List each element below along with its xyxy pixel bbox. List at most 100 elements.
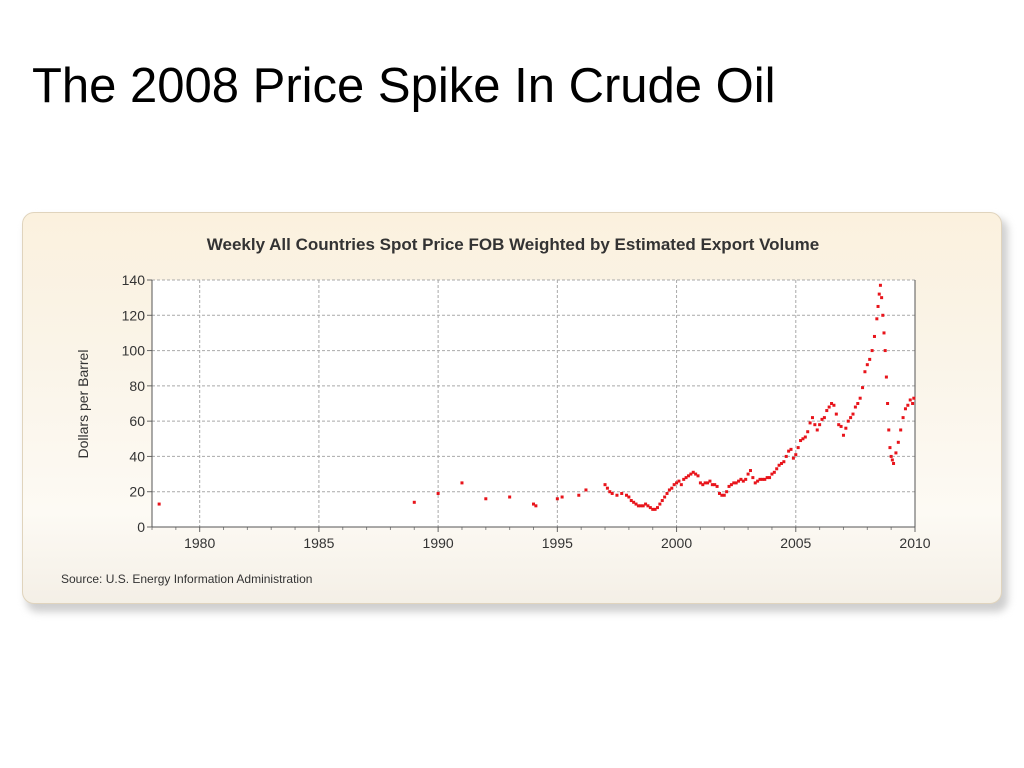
price-point [634, 502, 638, 506]
price-point [627, 495, 631, 499]
price-point [789, 447, 793, 451]
price-point [534, 504, 538, 508]
price-point [660, 499, 664, 503]
price-point [911, 402, 915, 405]
price-point [684, 476, 688, 480]
price-point [646, 504, 650, 508]
price-point [901, 416, 905, 420]
price-point [436, 491, 440, 495]
price-point [653, 507, 657, 511]
price-point [722, 493, 726, 497]
price-point [555, 497, 559, 501]
price-point [784, 454, 788, 458]
price-point [888, 446, 892, 450]
price-point [710, 483, 714, 487]
price-point [751, 476, 755, 480]
price-point [632, 500, 636, 504]
price-point [779, 461, 783, 465]
price-point [844, 426, 848, 430]
price-point [734, 481, 738, 485]
price-point [853, 405, 857, 409]
price-point [875, 317, 879, 321]
price-point [484, 497, 488, 501]
price-point [899, 428, 903, 432]
price-point [887, 428, 891, 432]
price-point [739, 477, 743, 481]
price-point [763, 477, 767, 481]
price-point [880, 296, 884, 300]
grid-lines [152, 279, 915, 527]
price-point [827, 405, 831, 409]
price-point [851, 412, 855, 416]
price-point [815, 428, 819, 432]
x-tick-label: 1995 [542, 535, 573, 551]
price-point [782, 460, 786, 464]
price-point [863, 370, 867, 374]
price-point [837, 423, 841, 427]
price-point [813, 423, 817, 427]
price-point [808, 421, 812, 425]
price-point [876, 304, 880, 308]
price-point [777, 463, 781, 467]
price-point [803, 435, 807, 439]
price-point [658, 502, 662, 506]
price-point [894, 451, 898, 455]
price-point [770, 472, 774, 476]
price-point [830, 402, 834, 405]
price-point [610, 491, 614, 495]
slide-title: The 2008 Price Spike In Crude Oil [32, 59, 776, 113]
price-point [870, 349, 874, 353]
price-point [753, 481, 757, 485]
price-point [639, 504, 643, 508]
price-point [701, 483, 705, 487]
price-point [577, 493, 581, 497]
price-point [667, 488, 671, 492]
price-point [765, 476, 769, 480]
price-point [892, 461, 896, 465]
price-point [532, 502, 535, 506]
price-point [608, 490, 612, 494]
plot-area [152, 280, 915, 527]
price-point [791, 456, 795, 460]
price-point [908, 398, 912, 402]
price-point [878, 283, 882, 287]
price-point [629, 499, 633, 503]
price-point [772, 470, 776, 474]
price-point [672, 483, 676, 487]
price-point [775, 467, 779, 471]
price-point [605, 486, 609, 490]
price-point [708, 479, 712, 483]
price-point [706, 481, 710, 485]
price-point [691, 470, 695, 474]
price-point [881, 313, 885, 317]
price-point [861, 386, 865, 390]
price-point [758, 477, 762, 481]
price-point [703, 481, 707, 485]
price-point [886, 402, 890, 405]
y-tick-label: 0 [137, 519, 145, 535]
x-tick-label: 1990 [423, 535, 454, 551]
price-point [906, 403, 910, 407]
price-point [698, 481, 702, 485]
price-point [727, 484, 731, 488]
price-point [794, 453, 798, 457]
price-point [856, 402, 860, 405]
price-point [796, 446, 800, 450]
y-tick-label: 80 [129, 378, 145, 394]
price-point [729, 483, 733, 487]
y-tick-label: 60 [129, 413, 145, 429]
price-point [651, 507, 655, 511]
price-point [584, 488, 588, 492]
price-point [877, 292, 881, 296]
y-axis-label: Dollars per Barrel [75, 350, 91, 459]
price-point [686, 474, 690, 478]
price-point [732, 481, 736, 485]
price-point [720, 493, 724, 497]
price-point [460, 481, 464, 485]
price-point [744, 477, 748, 481]
price-point [849, 416, 853, 420]
price-point [806, 430, 810, 434]
price-point [737, 479, 741, 483]
price-point [694, 472, 698, 476]
price-point [760, 477, 764, 481]
